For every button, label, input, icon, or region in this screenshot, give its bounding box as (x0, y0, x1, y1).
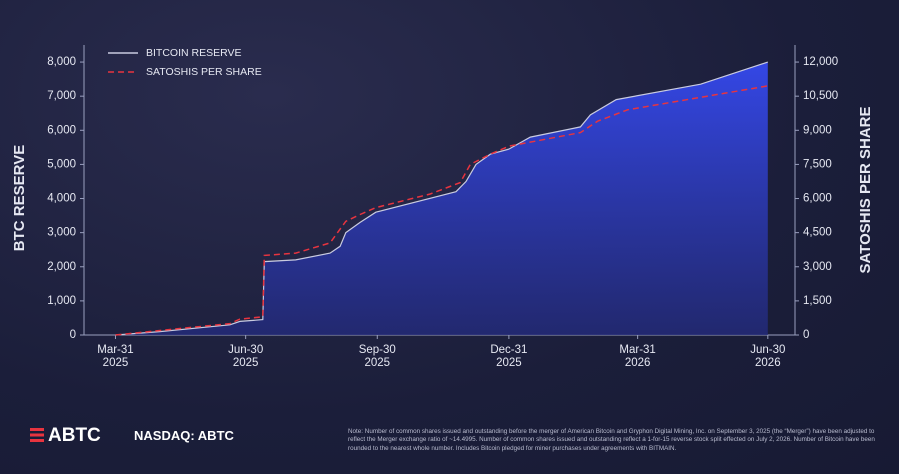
y-tick-label: 8,000 (47, 56, 76, 68)
x-tick-label: 2025 (496, 357, 522, 369)
x-tick-label: Jun-30 (228, 344, 263, 356)
y2-tick-label: 7,500 (803, 158, 832, 170)
x-tick-label: Dec-31 (490, 344, 527, 356)
y-tick-label: 6,000 (47, 124, 76, 136)
x-tick-label: 2026 (625, 357, 651, 369)
logo-icon (30, 428, 44, 442)
x-tick-label: 2025 (233, 357, 259, 369)
x-tick-label: 2025 (103, 357, 129, 369)
x-tick-label: 2026 (755, 357, 781, 369)
y-tick-label: 5,000 (47, 158, 76, 170)
line (115, 85, 768, 336)
x-tick-label: Mar-31 (97, 344, 133, 356)
y2-tick-label: 9,000 (803, 124, 832, 136)
x-tick-label: 2025 (364, 357, 390, 369)
y-tick-label: 4,000 (47, 193, 76, 205)
legend-label: BITCOIN RESERVE (146, 47, 242, 59)
y-tick-label: 0 (70, 329, 76, 341)
x-tick-label: Jun-30 (750, 344, 785, 356)
y2-tick-label: 4,500 (803, 227, 832, 239)
footnote: Note: Number of common shares issued and… (348, 428, 875, 452)
y-axis-title: BTC RESERVE (11, 145, 28, 251)
logo-text: ABTC (48, 425, 101, 446)
y-tick-label: 1,000 (47, 295, 76, 307)
x-tick-label: Mar-31 (619, 344, 655, 356)
y-tick-label: 2,000 (47, 261, 76, 273)
y2-tick-label: 0 (803, 329, 809, 341)
y2-tick-label: 1,500 (803, 295, 832, 307)
chart: BTC RESERVE SATOSHIS PER SHARE 0 1,000 2,0… (11, 45, 874, 369)
legend-label: SATOSHIS PER SHARE (146, 66, 262, 78)
y-tick-label: 3,000 (47, 227, 76, 239)
area (115, 62, 768, 335)
y2-tick-label: 6,000 (803, 193, 832, 205)
line (115, 61, 768, 336)
y2-tick-label: 3,000 (803, 261, 832, 273)
y-tick-label: 7,000 (47, 90, 76, 102)
y2-tick-label: 10,500 (803, 90, 838, 102)
y2-axis-title: SATOSHIS PER SHARE (857, 107, 874, 274)
y2-tick-label: 12,000 (803, 56, 838, 68)
logo: ABTC (30, 425, 101, 447)
x-tick-label: Sep-30 (359, 344, 396, 356)
ticker: NASDAQ: ABTC (134, 428, 234, 443)
